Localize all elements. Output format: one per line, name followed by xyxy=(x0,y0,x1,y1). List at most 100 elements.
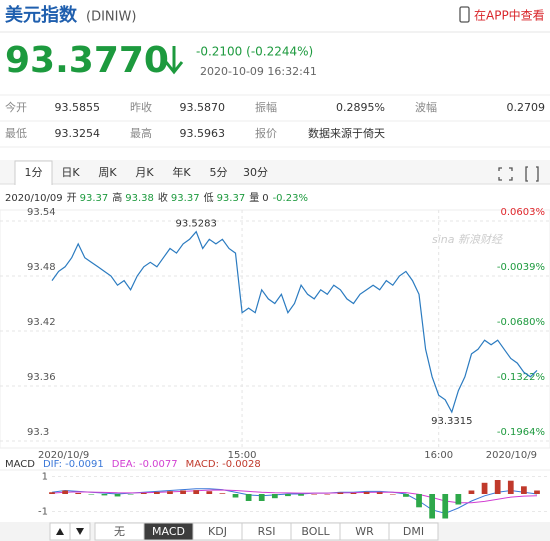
period-tab[interactable]: 30分 xyxy=(243,166,268,179)
macd-bar xyxy=(481,482,488,494)
macd-line xyxy=(51,489,538,504)
macd-chart: MACD DIF: -0.0091 DEA: -0.0077 MACD: -0.002… xyxy=(0,459,550,519)
macd-bar xyxy=(416,494,422,508)
ohlc-item: 收 xyxy=(158,191,168,204)
x-tick-label: 2020/10/9 xyxy=(486,450,537,461)
macd-bar xyxy=(507,480,514,494)
fullscreen-icon[interactable] xyxy=(498,167,513,181)
y2-tick-label: -0.0680% xyxy=(497,317,545,328)
indicator-tab[interactable]: BOLL xyxy=(301,525,330,538)
y-tick-label: 93.36 xyxy=(27,372,56,383)
macd-bar xyxy=(114,494,121,497)
macd-bar xyxy=(442,494,449,519)
indicator-tab[interactable]: RSI xyxy=(258,525,276,538)
y2-tick-label: 0.0603% xyxy=(501,207,546,218)
ohlc-item: 93.37 xyxy=(217,193,246,204)
macd-bar xyxy=(403,494,409,497)
macd-bar xyxy=(311,494,318,495)
indicator-tab[interactable]: DMI xyxy=(403,525,424,538)
stat-label: 报价 xyxy=(255,126,277,140)
x-tick-label: 16:00 xyxy=(424,450,453,461)
y2-tick-label: -0.0039% xyxy=(497,262,545,273)
macd-bar xyxy=(49,492,55,494)
stat-label: 今开 xyxy=(5,100,27,114)
macd-bar xyxy=(521,486,527,494)
macd-bar xyxy=(337,492,344,494)
y-tick-label: 1 xyxy=(42,472,48,483)
period-tab[interactable]: 5分 xyxy=(210,166,228,179)
macd-bar xyxy=(180,490,186,494)
stat-label: 最高 xyxy=(130,126,152,140)
macd-bar xyxy=(350,492,357,494)
stat-value: 93.5870 xyxy=(180,101,226,114)
macd-bar xyxy=(140,492,147,494)
price-line xyxy=(51,230,538,414)
macd-bar xyxy=(127,494,134,495)
indicator-tab[interactable]: MACD xyxy=(152,525,185,538)
indicator-tab-bg[interactable] xyxy=(388,522,439,541)
stat-value: 93.5963 xyxy=(180,127,226,140)
bracket-icon[interactable] xyxy=(525,166,539,182)
macd-legend: MACD DIF: -0.0091 DEA: -0.0077 MACD: -0.002… xyxy=(5,459,261,470)
macd-bar xyxy=(298,494,304,496)
macd-bar xyxy=(75,492,82,494)
ohlc-item: 量 xyxy=(249,192,259,204)
ohlc-line: 2020/10/09 开 93.37 高 93.38 收 93.37 低 93.37 量 0 -0.2… xyxy=(5,191,308,204)
ohlc-item: 0 xyxy=(262,193,268,204)
price-chart: 93.54 93.48 93.42 93.36 93.3 0.0603% -0.0039% -… xyxy=(0,207,550,461)
ohlc-item: 高 xyxy=(112,191,122,204)
y2-tick-label: -0.1322% xyxy=(497,372,545,383)
period-tab[interactable]: 日K xyxy=(61,166,80,179)
macd-bar xyxy=(376,492,383,494)
price: 93.3770 xyxy=(5,40,169,81)
y-tick-label: 93.42 xyxy=(27,317,56,328)
period-tab[interactable]: 1分 xyxy=(25,166,43,179)
stat-value: 93.3254 xyxy=(55,127,101,140)
x-tick-label: 2020/10/9 xyxy=(38,450,89,461)
tab-bar xyxy=(0,160,550,184)
macd-bar xyxy=(389,494,396,495)
stat-label: 最低 xyxy=(5,127,27,140)
stat-label: 振幅 xyxy=(255,100,277,114)
ohlc-item: 低 xyxy=(204,191,214,204)
indicator-tab[interactable]: 无 xyxy=(114,525,125,538)
y-tick-label: 93.54 xyxy=(27,207,56,218)
indicator-tab[interactable]: WR xyxy=(355,525,374,538)
index-code: (DINIW) xyxy=(86,10,136,25)
quote-time: 2020-10-09 16:32:41 xyxy=(200,65,317,78)
watermark: sina 新浪财经 xyxy=(432,233,503,246)
macd-bar xyxy=(232,494,239,498)
max-label: 93.5283 xyxy=(176,219,217,230)
macd-bar xyxy=(62,490,68,494)
ohlc-item: 开 xyxy=(67,193,77,204)
period-tab[interactable]: 周K xyxy=(98,166,117,179)
stat-value: 0.2895% xyxy=(336,101,385,114)
indicator-tabs: 无 MACD KDJ RSI BOLL WR DMI xyxy=(94,522,439,541)
macd-bar xyxy=(494,480,501,494)
app-link[interactable]: 在APP中查看 xyxy=(474,8,545,23)
down-icon xyxy=(76,528,84,535)
macd-bar xyxy=(534,490,540,494)
plot-border xyxy=(0,209,550,449)
macd-bar xyxy=(363,491,370,494)
legend-entry: DEA: -0.0077 xyxy=(112,459,178,470)
ohlc-item: -0.23% xyxy=(273,193,308,204)
y2-tick-label: -0.1964% xyxy=(497,427,545,438)
macd-bar xyxy=(88,494,95,495)
x-tick-label: 15:00 xyxy=(228,450,257,461)
indicator-tab[interactable]: KDJ xyxy=(208,525,227,538)
stat-label: 昨收 xyxy=(130,100,152,114)
period-tab[interactable]: 年K xyxy=(172,165,191,179)
legend-entry: MACD: -0.0028 xyxy=(186,459,261,470)
period-tab[interactable]: 月K xyxy=(135,166,154,179)
stats-table: 今开 93.5855 昨收 93.5870 振幅 0.2895% 波幅 0.2709 最低 93.… xyxy=(0,94,550,148)
ohlc-item: 93.37 xyxy=(80,193,109,204)
phone-icon xyxy=(459,6,470,23)
y-tick-label: 93.48 xyxy=(27,262,56,273)
macd-bar xyxy=(455,494,462,505)
macd-bar xyxy=(271,494,278,499)
macd-bar xyxy=(206,491,213,494)
macd-bar xyxy=(193,490,200,494)
